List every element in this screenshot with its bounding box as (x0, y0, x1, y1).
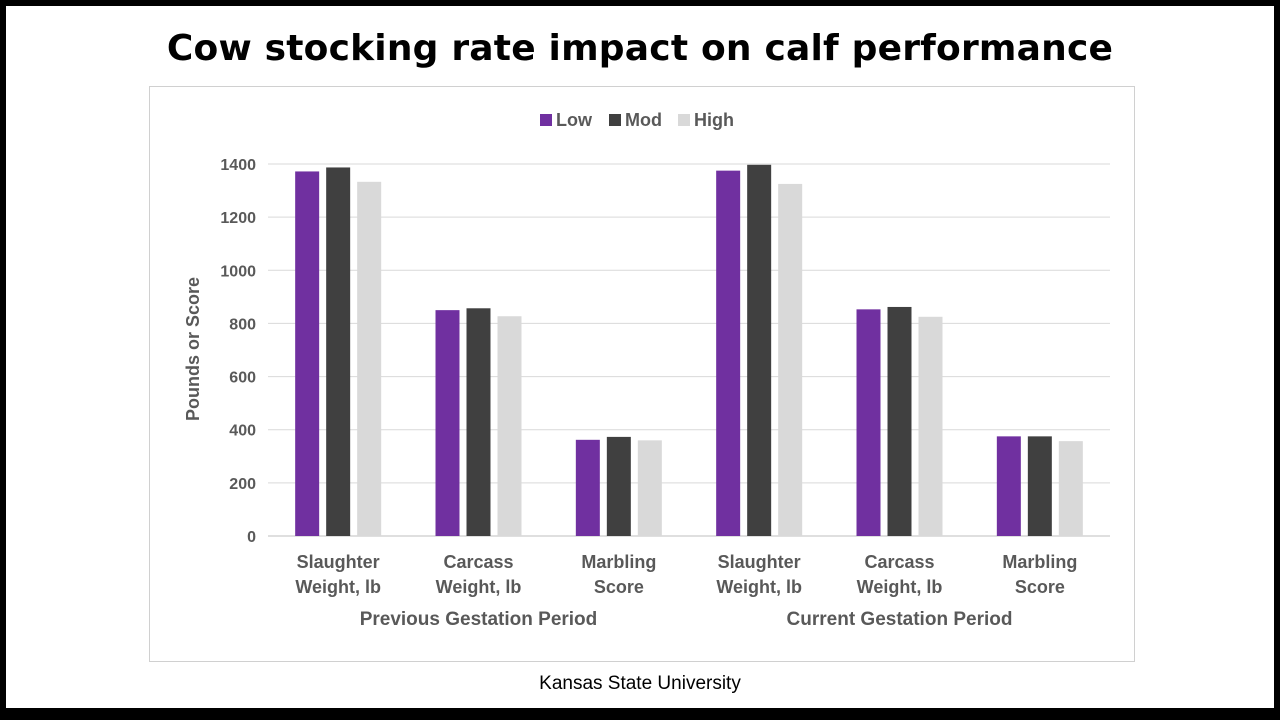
legend-swatch-low (540, 114, 552, 126)
bar-low (575, 439, 600, 536)
x-tick-label: Slaughter (297, 552, 380, 572)
slide: Cow stocking rate impact on calf perform… (6, 6, 1274, 708)
legend-swatch-high (678, 114, 690, 126)
x-tick-label: Carcass (864, 552, 934, 572)
x-axis-labels: Slaughter Weight, lb Carcass Weight, lb Marb… (295, 552, 1077, 597)
bar-low (295, 171, 320, 536)
bar-mod (887, 306, 912, 536)
bar-mod (1027, 436, 1052, 536)
bar-high (357, 181, 382, 536)
bar-low (716, 170, 741, 536)
legend-swatch-mod (609, 114, 621, 126)
chart-area: 0 200 400 600 800 1000 1200 1400 Slaughter Weigh… (149, 86, 1135, 662)
y-tick-label: 200 (229, 476, 256, 493)
group-label: Previous Gestation Period (360, 609, 598, 630)
legend-label-low: Low (556, 110, 593, 130)
x-tick-label: Marbling (581, 552, 656, 572)
x-tick-label: Weight, lb (436, 577, 522, 597)
x-tick-label: Marbling (1002, 552, 1077, 572)
y-tick-label: 400 (229, 423, 256, 440)
y-tick-label: 600 (229, 370, 256, 387)
x-tick-label: Carcass (443, 552, 513, 572)
bar-mod (747, 164, 772, 536)
chart-title: Cow stocking rate impact on calf perform… (166, 28, 1114, 69)
bar-high (778, 183, 803, 536)
legend-label-high: High (694, 110, 734, 130)
bar-low (856, 309, 881, 536)
group-label: Current Gestation Period (787, 609, 1013, 630)
bar-high (497, 316, 522, 536)
bar-low (435, 310, 460, 536)
y-axis-label: Pounds or Score (183, 277, 203, 421)
y-tick-label: 1400 (220, 157, 256, 174)
bar-high (918, 316, 943, 536)
x-tick-label: Weight, lb (716, 577, 802, 597)
bar-high (1058, 441, 1083, 536)
bar-low (996, 436, 1021, 536)
gridlines (268, 163, 1110, 537)
x-tick-label: Weight, lb (295, 577, 381, 597)
x-tick-label: Weight, lb (857, 577, 943, 597)
y-axis-ticks: 0 200 400 600 800 1000 1200 1400 (220, 157, 256, 546)
x-tick-label: Score (1015, 577, 1065, 597)
y-tick-label: 1200 (220, 210, 256, 227)
bar-mod (606, 436, 631, 536)
y-tick-label: 0 (247, 529, 256, 546)
bar-chart: 0 200 400 600 800 1000 1200 1400 Slaughter Weigh… (183, 110, 1110, 630)
y-tick-label: 1000 (220, 263, 256, 280)
bar-high (637, 440, 662, 536)
group-labels: Previous Gestation Period Current Gestati… (360, 609, 1013, 630)
bar-mod (466, 308, 491, 536)
legend: Low Mod High (540, 110, 734, 130)
bars (295, 164, 1083, 536)
x-tick-label: Score (594, 577, 644, 597)
y-tick-label: 800 (229, 316, 256, 333)
source-credit: Kansas State University (539, 673, 741, 694)
legend-label-mod: Mod (625, 110, 662, 130)
bar-mod (326, 167, 351, 536)
x-tick-label: Slaughter (718, 552, 801, 572)
